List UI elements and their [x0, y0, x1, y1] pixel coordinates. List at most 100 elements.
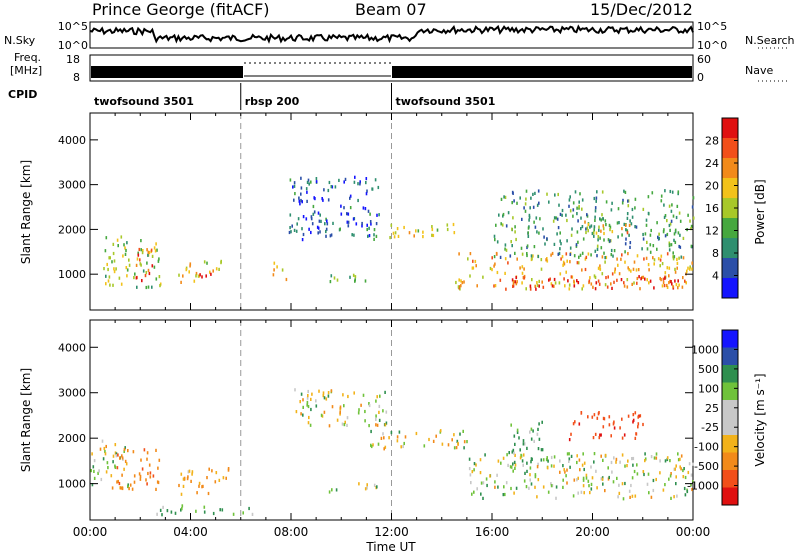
velocity-cell — [119, 456, 121, 460]
power-cell — [611, 201, 613, 205]
velocity-cell — [613, 420, 615, 424]
velocity-cell — [428, 437, 430, 442]
velocity-cell — [518, 436, 520, 440]
power-cell — [679, 233, 681, 237]
velocity-cell — [188, 469, 191, 473]
power-cell — [135, 263, 138, 267]
power-cell — [553, 216, 556, 220]
power-cell — [601, 255, 604, 259]
velocity-cell — [562, 464, 564, 468]
velocity-cell — [346, 423, 348, 427]
velocity-cell — [485, 477, 488, 481]
power-cell — [605, 200, 608, 204]
power-cell — [674, 240, 677, 244]
velocity-cell — [447, 443, 450, 447]
velocity-cell — [583, 461, 586, 465]
velocity-cell — [578, 458, 581, 462]
velocity-cell — [505, 481, 508, 485]
power-colorbar-swatch — [722, 238, 738, 258]
velocity-cell — [196, 491, 198, 495]
power-cell — [453, 231, 456, 235]
velocity-cell — [514, 466, 516, 470]
power-cell — [576, 261, 579, 265]
power-cell — [556, 217, 559, 221]
velocity-cell — [315, 399, 317, 403]
power-cell — [273, 261, 276, 265]
power-cell — [366, 189, 368, 193]
power-cell — [537, 189, 540, 193]
power-cell — [530, 254, 533, 258]
power-cell — [613, 249, 616, 253]
power-cell — [671, 282, 673, 286]
velocity-cell — [659, 471, 661, 475]
power-cell — [668, 248, 671, 252]
power-cell — [616, 278, 618, 282]
power-cell — [679, 245, 682, 249]
power-cell — [642, 207, 645, 211]
velocity-cell — [516, 430, 519, 434]
velocity-cell — [621, 482, 624, 486]
velocity-cell — [546, 456, 548, 460]
velocity-cell — [563, 468, 565, 472]
velocity-cell — [604, 489, 606, 493]
power-cell — [557, 192, 559, 197]
velocity-cell — [99, 447, 102, 451]
power-cell — [491, 268, 493, 272]
velocity-cell — [202, 484, 204, 488]
power-cell — [600, 246, 603, 250]
power-cell — [323, 188, 325, 192]
velocity-cell — [594, 432, 597, 436]
power-cell — [272, 273, 275, 277]
velocity-cell — [577, 491, 579, 495]
freq-panel-frame — [89, 54, 694, 82]
power-cell — [528, 218, 530, 222]
velocity-cell — [463, 446, 465, 450]
velocity-cell — [655, 477, 657, 482]
velocity-cell — [182, 477, 185, 481]
velocity-cell — [375, 423, 377, 427]
power-cell — [105, 282, 107, 286]
power-cell — [636, 254, 639, 258]
power-cell — [327, 198, 330, 202]
power-cell — [147, 253, 149, 257]
velocity-cell — [615, 460, 617, 464]
velocity-cell — [537, 447, 540, 451]
velocity-cell — [157, 480, 160, 485]
velocity-cell — [688, 462, 691, 466]
power-cell — [306, 190, 308, 194]
velocity-cell — [690, 483, 692, 487]
power-cell — [634, 206, 636, 210]
power-cell — [431, 225, 433, 229]
power-cell — [199, 273, 201, 277]
velocity-cell — [590, 487, 593, 491]
power-cell — [528, 215, 531, 219]
power-cell — [678, 256, 680, 260]
velocity-cell — [675, 464, 677, 468]
velocity-cell — [358, 408, 360, 412]
power-cell — [118, 276, 121, 280]
velocity-cell — [100, 477, 103, 482]
power-cell — [636, 281, 638, 285]
velocity-cell — [398, 430, 401, 434]
velocity-cell — [360, 403, 362, 407]
power-cell — [461, 281, 464, 285]
power-cell — [545, 258, 547, 262]
power-cell — [594, 275, 597, 279]
velocity-cell — [471, 470, 474, 474]
power-cell — [306, 180, 309, 184]
power-cell — [669, 189, 672, 194]
velocity-cell — [532, 429, 534, 433]
freq-label-line1: Freq. — [14, 51, 41, 64]
power-cell — [369, 220, 372, 224]
velocity-cell — [346, 416, 349, 420]
velocity-cell — [502, 493, 505, 497]
power-cell — [676, 204, 679, 208]
power-cell — [351, 233, 353, 237]
velocity-cell — [145, 478, 147, 482]
power-cell — [658, 232, 660, 236]
velocity-cell — [542, 458, 545, 462]
power-cell — [331, 185, 334, 189]
power-cell — [590, 253, 592, 257]
power-cell — [347, 224, 350, 228]
power-cell — [377, 185, 380, 190]
